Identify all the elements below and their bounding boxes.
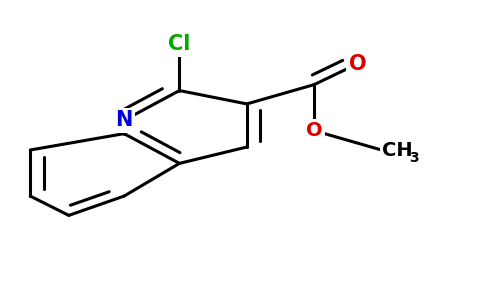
Text: O: O [306, 121, 322, 140]
Text: O: O [348, 54, 366, 74]
Text: CH: CH [381, 140, 412, 160]
Text: 3: 3 [409, 151, 419, 165]
Text: Cl: Cl [168, 34, 191, 55]
Text: N: N [115, 110, 133, 130]
